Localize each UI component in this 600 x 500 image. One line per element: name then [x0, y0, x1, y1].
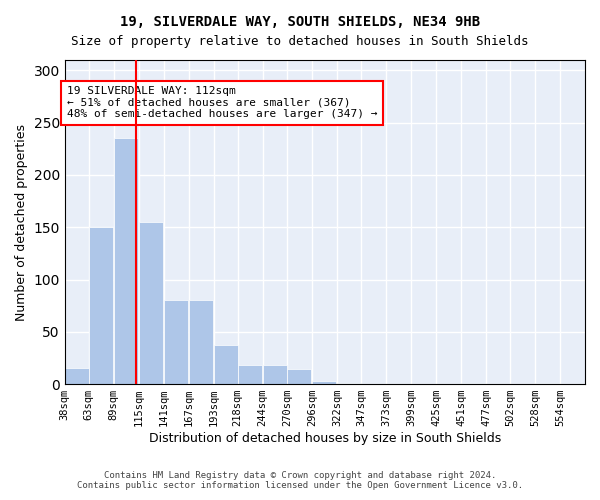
Bar — [263, 366, 287, 384]
Text: 19 SILVERDALE WAY: 112sqm
← 51% of detached houses are smaller (367)
48% of semi: 19 SILVERDALE WAY: 112sqm ← 51% of detac… — [67, 86, 377, 120]
Bar — [164, 300, 188, 384]
Bar — [139, 222, 163, 384]
Bar — [287, 370, 311, 384]
Bar — [114, 138, 138, 384]
X-axis label: Distribution of detached houses by size in South Shields: Distribution of detached houses by size … — [149, 432, 501, 445]
Text: Size of property relative to detached houses in South Shields: Size of property relative to detached ho… — [71, 35, 529, 48]
Text: Contains HM Land Registry data © Crown copyright and database right 2024.
Contai: Contains HM Land Registry data © Crown c… — [77, 470, 523, 490]
Bar — [337, 383, 361, 384]
Y-axis label: Number of detached properties: Number of detached properties — [15, 124, 28, 320]
Bar — [188, 300, 212, 384]
Bar — [313, 381, 337, 384]
Bar — [461, 383, 485, 384]
Text: 19, SILVERDALE WAY, SOUTH SHIELDS, NE34 9HB: 19, SILVERDALE WAY, SOUTH SHIELDS, NE34 … — [120, 15, 480, 29]
Bar — [89, 228, 113, 384]
Bar — [238, 366, 262, 384]
Bar — [535, 383, 559, 384]
Bar — [214, 346, 238, 384]
Bar — [65, 368, 89, 384]
